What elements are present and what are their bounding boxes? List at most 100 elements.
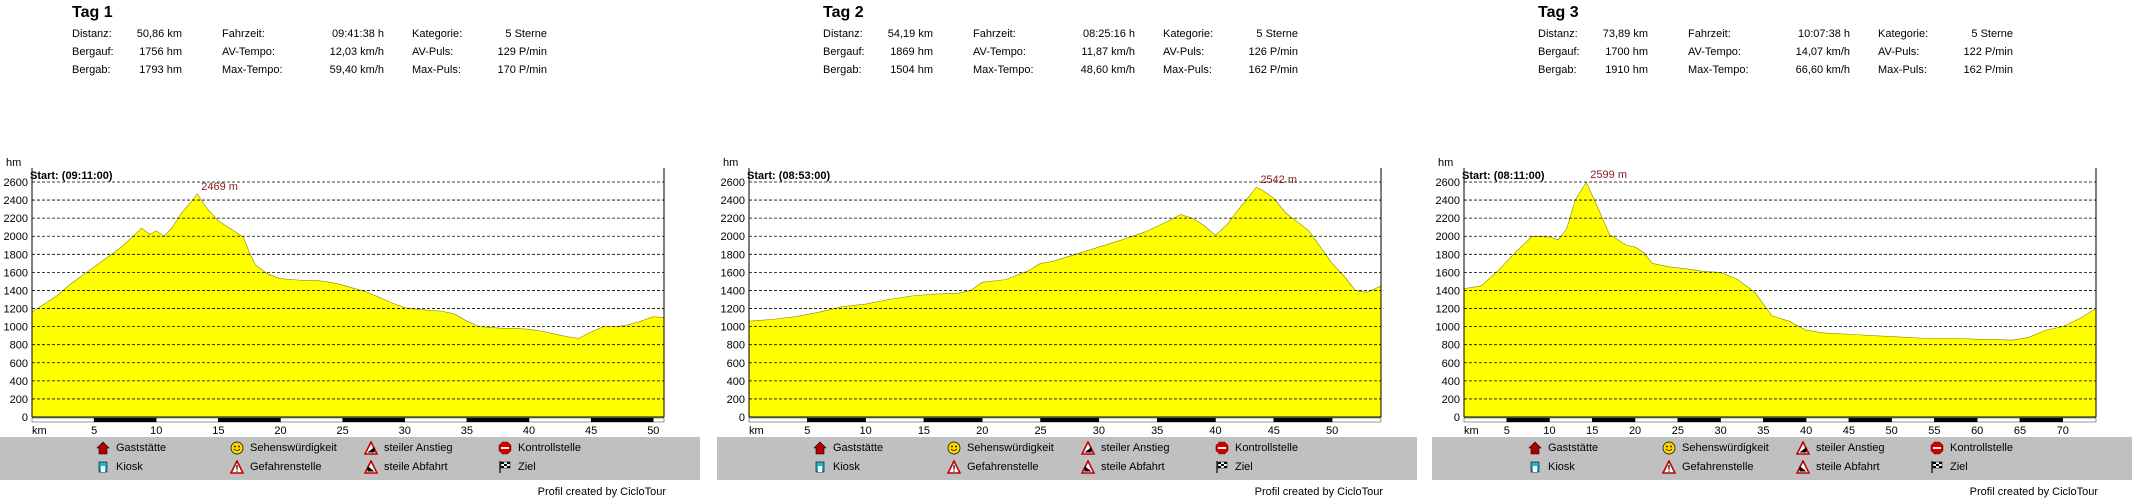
kiosk-icon bbox=[813, 460, 827, 474]
y-tick-label: 1200 bbox=[1436, 304, 1460, 316]
y-tick-label: 800 bbox=[1442, 340, 1460, 352]
km-band-segment bbox=[404, 417, 468, 423]
stat-label: Distanz: bbox=[72, 28, 112, 40]
stat-label: Fahrzeit: bbox=[973, 28, 1016, 40]
stat-label: Bergauf: bbox=[72, 46, 114, 58]
stat-label: AV-Tempo: bbox=[973, 46, 1026, 58]
stat-label: Bergauf: bbox=[1538, 46, 1580, 58]
day-title: Tag 1 bbox=[72, 4, 113, 21]
x-tick-label: 35 bbox=[1757, 425, 1769, 437]
finish-flag-icon bbox=[1930, 460, 1944, 474]
stat-label: Kategorie: bbox=[412, 28, 463, 40]
km-band-segment bbox=[923, 417, 983, 423]
stat-label: Bergab: bbox=[1538, 64, 1577, 76]
legend-item-kiosk: Kiosk bbox=[1528, 460, 1575, 474]
legend-item-gaststaette: Gaststätte bbox=[1528, 441, 1598, 455]
warning-icon bbox=[229, 459, 245, 474]
km-band-segment bbox=[1549, 417, 1593, 423]
stat-label: Max-Puls: bbox=[412, 64, 461, 76]
house-icon bbox=[813, 441, 827, 455]
y-tick-label: 1600 bbox=[4, 267, 28, 279]
x-tick-label: 45 bbox=[585, 425, 597, 437]
km-band-segment bbox=[1273, 417, 1333, 423]
y-tick-label: 1800 bbox=[721, 249, 745, 261]
y-tick-label: 1400 bbox=[721, 285, 745, 297]
start-label: Start: (09:11:00) bbox=[30, 170, 113, 182]
legend-label: steile Abfahrt bbox=[1816, 461, 1880, 473]
day-panel-1: Tag 1 Distanz: 50,86 km Fahrzeit: 09:41:… bbox=[0, 0, 700, 501]
stat-label: Distanz: bbox=[823, 28, 863, 40]
km-band-segment bbox=[1934, 417, 1978, 423]
x-tick-label: 10 bbox=[150, 425, 162, 437]
y-tick-label: 2600 bbox=[1436, 177, 1460, 189]
legend-item-gefahrenstelle: Gefahrenstelle bbox=[229, 459, 322, 474]
y-tick-label: 1600 bbox=[1436, 267, 1460, 279]
stat-value: 129 P/min bbox=[497, 46, 547, 58]
elevation-chart: 0 200 400 600 800 1000 1200 1400 1600 1800 2000 220… bbox=[4, 157, 665, 437]
legend-label: Gefahrenstelle bbox=[250, 461, 322, 473]
stat-label: Bergab: bbox=[823, 64, 862, 76]
x-tick-label: 50 bbox=[647, 425, 659, 437]
warning-icon bbox=[946, 459, 962, 474]
km-band-segment bbox=[590, 417, 654, 423]
x-tick-label: 40 bbox=[1800, 425, 1812, 437]
stat-value: 54,19 km bbox=[887, 28, 933, 40]
downhill-icon bbox=[1080, 459, 1096, 474]
elevation-area bbox=[748, 186, 1382, 418]
stop-icon bbox=[1215, 441, 1229, 455]
km-band-segment bbox=[1891, 417, 1935, 423]
legend-label: Gaststätte bbox=[833, 442, 884, 454]
y-tick-label: 0 bbox=[1454, 412, 1460, 424]
y-tick-label: 2600 bbox=[721, 177, 745, 189]
stat-value: 66,60 km/h bbox=[1795, 64, 1850, 76]
legend-label: Gefahrenstelle bbox=[967, 461, 1039, 473]
km-band-segment bbox=[2062, 417, 2097, 423]
warning-icon bbox=[1661, 459, 1677, 474]
x-tick-label: 10 bbox=[860, 425, 872, 437]
x-tick-label: 5 bbox=[1504, 425, 1510, 437]
legend-item-steiler_anstieg: steiler Anstieg bbox=[363, 440, 452, 455]
legend-item-sehenswuerdigkeit: Sehenswürdigkeit bbox=[230, 441, 337, 455]
legend-item-steile_abfahrt: steile Abfahrt bbox=[1080, 459, 1165, 474]
legend-item-sehenswuerdigkeit: Sehenswürdigkeit bbox=[1662, 441, 1769, 455]
km-band-segment bbox=[1156, 417, 1216, 423]
km-band-segment bbox=[93, 417, 157, 423]
x-tick-label: 40 bbox=[523, 425, 535, 437]
stat-label: Kategorie: bbox=[1163, 28, 1214, 40]
x-tick-label: 10 bbox=[1543, 425, 1555, 437]
km-band-segment bbox=[1592, 417, 1636, 423]
legend-bar: Gaststätte Kiosk Sehenswürdigkeit Gefahrens… bbox=[717, 437, 1417, 480]
stat-value: 162 P/min bbox=[1248, 64, 1298, 76]
y-tick-label: 0 bbox=[739, 412, 745, 424]
y-tick-label: 2400 bbox=[1436, 195, 1460, 207]
legend-label: Gaststätte bbox=[116, 442, 167, 454]
uphill-icon bbox=[363, 440, 379, 455]
km-band-segment bbox=[1098, 417, 1158, 423]
y-tick-label: 600 bbox=[10, 358, 28, 370]
y-tick-label: 2400 bbox=[721, 195, 745, 207]
stat-value: 09:41:38 h bbox=[332, 28, 384, 40]
stat-value: 1910 hm bbox=[1605, 64, 1648, 76]
y-tick-label: 2200 bbox=[1436, 213, 1460, 225]
day-title: Tag 2 bbox=[823, 4, 864, 21]
y-tick-label: 800 bbox=[10, 340, 28, 352]
y-tick-label: 600 bbox=[1442, 358, 1460, 370]
y-tick-label: 1400 bbox=[4, 285, 28, 297]
x-tick-label: 15 bbox=[212, 425, 224, 437]
y-axis-label: hm bbox=[723, 157, 738, 169]
stat-value: 1756 hm bbox=[139, 46, 182, 58]
y-tick-label: 1200 bbox=[4, 304, 28, 316]
legend-item-steile_abfahrt: steile Abfahrt bbox=[363, 459, 448, 474]
stat-value: 14,07 km/h bbox=[1795, 46, 1850, 58]
legend-item-ziel: Ziel bbox=[1930, 460, 1968, 474]
x-tick-label: 35 bbox=[1151, 425, 1163, 437]
x-tick-label: 25 bbox=[1672, 425, 1684, 437]
legend-item-kiosk: Kiosk bbox=[813, 460, 860, 474]
km-band-segment bbox=[280, 417, 343, 423]
x-tick-label: 55 bbox=[1928, 425, 1940, 437]
stat-value: 5 Sterne bbox=[1256, 28, 1298, 40]
stat-label: Distanz: bbox=[1538, 28, 1578, 40]
kiosk-icon bbox=[96, 460, 110, 474]
elevation-area bbox=[31, 193, 665, 418]
x-tick-label: 30 bbox=[1093, 425, 1105, 437]
